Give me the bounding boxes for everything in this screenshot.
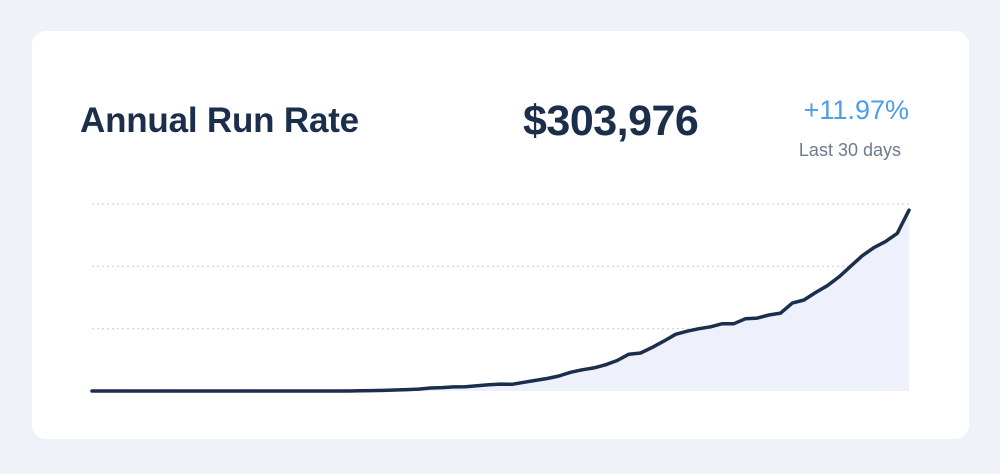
- annual-run-rate-card: Annual Run Rate $303,976 +11.97% Last 30…: [32, 31, 969, 439]
- data-point-65: [849, 264, 853, 268]
- data-point-34: [487, 383, 491, 387]
- data-point-3: [125, 389, 129, 393]
- data-point-43: [592, 366, 596, 370]
- card-title: Annual Run Rate: [80, 101, 359, 140]
- data-point-24: [370, 389, 374, 393]
- data-point-67: [872, 246, 876, 250]
- data-point-22: [347, 389, 351, 393]
- data-point-31: [452, 385, 456, 389]
- data-point-54: [720, 322, 724, 326]
- data-point-52: [697, 327, 701, 331]
- data-point-11: [218, 389, 222, 393]
- data-point-60: [790, 301, 794, 305]
- period-label: Last 30 days: [798, 140, 901, 160]
- data-point-62: [814, 291, 818, 294]
- data-point-4: [137, 389, 141, 393]
- data-point-18: [300, 389, 304, 393]
- data-point-57: [755, 316, 759, 320]
- data-point-45: [615, 359, 619, 362]
- data-point-30: [440, 386, 444, 390]
- data-point-68: [884, 239, 888, 243]
- data-point-64: [837, 275, 841, 279]
- data-point-21: [335, 389, 339, 393]
- data-point-42: [580, 368, 584, 372]
- data-point-5: [148, 389, 152, 393]
- data-point-49: [662, 339, 666, 343]
- data-point-17: [288, 389, 292, 393]
- data-point-23: [358, 389, 362, 393]
- data-point-58: [767, 313, 771, 317]
- metric-value: $303,976: [523, 97, 699, 145]
- data-point-10: [207, 389, 211, 393]
- data-point-15: [265, 389, 269, 393]
- data-point-66: [860, 254, 864, 258]
- data-point-19: [312, 389, 316, 393]
- data-point-25: [382, 388, 386, 392]
- data-point-33: [475, 384, 479, 388]
- data-point-50: [674, 332, 678, 336]
- data-point-59: [779, 311, 783, 315]
- data-point-1: [102, 389, 106, 393]
- data-point-37: [522, 380, 526, 384]
- data-point-32: [464, 385, 467, 389]
- data-point-63: [825, 284, 829, 288]
- data-point-14: [253, 389, 257, 393]
- data-point-46: [627, 352, 631, 356]
- data-point-61: [802, 298, 806, 302]
- series-area: [92, 210, 909, 391]
- data-point-38: [534, 378, 537, 382]
- data-point-44: [604, 363, 607, 367]
- data-point-48: [650, 345, 654, 349]
- data-point-6: [160, 389, 164, 393]
- data-point-56: [744, 317, 748, 321]
- data-point-69: [895, 231, 899, 235]
- data-point-8: [183, 389, 187, 393]
- data-point-55: [732, 322, 736, 326]
- data-point-26: [394, 388, 397, 392]
- data-point-47: [639, 351, 643, 355]
- data-point-12: [230, 389, 234, 393]
- data-point-51: [685, 329, 689, 333]
- data-point-27: [405, 388, 409, 392]
- data-point-29: [429, 386, 432, 390]
- data-point-20: [323, 389, 327, 393]
- data-point-70: [907, 208, 911, 212]
- data-point-40: [557, 374, 561, 378]
- data-point-35: [499, 382, 502, 386]
- data-point-0: [90, 389, 94, 393]
- data-point-2: [113, 389, 117, 393]
- data-point-16: [277, 389, 281, 393]
- data-point-28: [417, 387, 421, 391]
- data-point-13: [242, 389, 246, 393]
- data-point-39: [545, 377, 549, 380]
- data-point-53: [709, 325, 713, 329]
- change-percent: +11.97%: [803, 95, 909, 125]
- data-point-41: [569, 370, 572, 374]
- data-point-9: [195, 389, 199, 393]
- data-point-36: [510, 382, 514, 386]
- data-point-7: [172, 389, 176, 393]
